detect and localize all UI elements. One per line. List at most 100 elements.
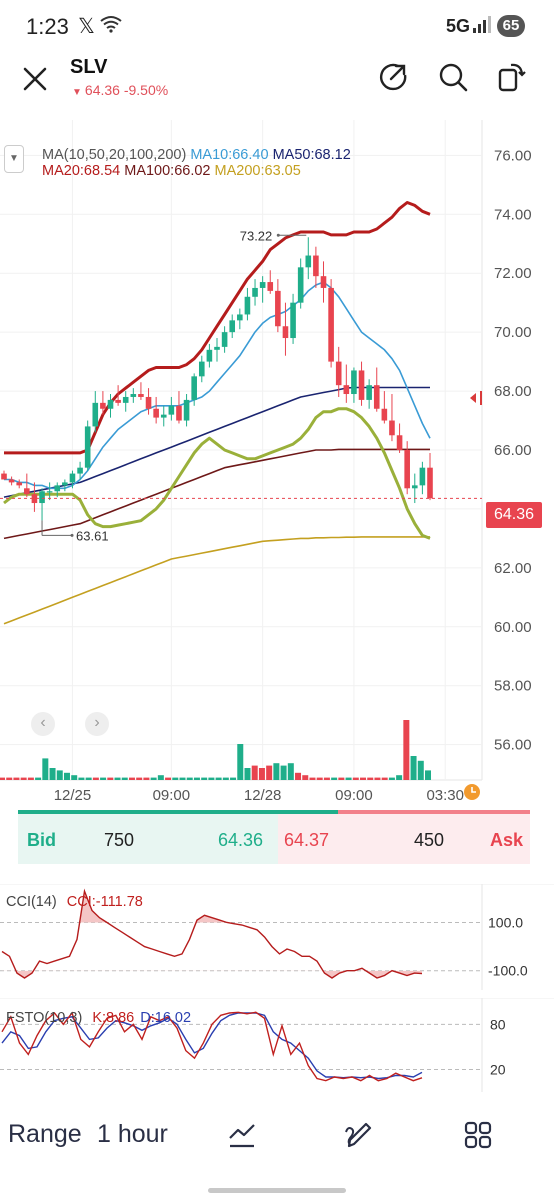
ma10-value: MA10:66.40 [190, 147, 269, 163]
candle-body [335, 361, 342, 386]
candle-body [297, 267, 304, 303]
candle-body [54, 485, 61, 492]
volume-bar [136, 777, 143, 780]
candle-body [183, 399, 190, 421]
fsto-tick-label: 80 [490, 1016, 506, 1032]
x-tick-label: 09:00 [153, 787, 191, 800]
cci-tick-label: -100.0 [488, 963, 528, 979]
candle-body [138, 394, 144, 397]
volume-bar [92, 777, 99, 780]
candle-body [259, 282, 266, 288]
y-tick-label: 74.00 [494, 206, 532, 223]
candle-body [168, 405, 175, 415]
candle-body [290, 302, 296, 339]
candle-body [77, 467, 83, 474]
cci-oversold-fill [2, 970, 422, 978]
candle-body [160, 414, 167, 418]
y-tick-label: 56.00 [494, 737, 532, 754]
rotate-icon[interactable] [494, 60, 528, 94]
candle-body [46, 491, 53, 493]
volume-bar [42, 758, 49, 780]
volume-bar [150, 777, 157, 780]
draw-icon[interactable] [342, 1120, 374, 1150]
candle-body [115, 399, 121, 403]
candle-body [419, 467, 426, 486]
candle-body [153, 408, 159, 418]
volume-bar [360, 777, 367, 780]
price-chart-svg[interactable]: 76.0074.0072.0070.0068.0066.0064.0062.00… [0, 120, 554, 800]
fsto-chart-svg[interactable]: 80 20 [0, 997, 554, 1092]
fsto-title: FSTO(10,3) [6, 1010, 83, 1026]
volume-bar [352, 777, 359, 780]
home-indicator[interactable] [208, 1188, 346, 1193]
ask-size: 450 [414, 830, 445, 850]
volume-bar [331, 777, 338, 780]
candle-body [145, 396, 152, 409]
fsto-panel[interactable]: 80 20 FSTO(10,3) K:8.86 D:16.02 [0, 997, 554, 1092]
volume-bar [345, 777, 352, 780]
volume-bar [417, 760, 424, 780]
candle-body [389, 420, 395, 436]
candle-body [221, 332, 228, 347]
volume-bar [215, 777, 222, 780]
volume-bar [273, 763, 280, 780]
volume-bar [388, 777, 395, 780]
y-tick-label: 68.00 [494, 383, 532, 400]
ticker-symbol: SLV [70, 56, 108, 78]
scroll-left-button[interactable]: ‹ [31, 712, 55, 736]
legend-toggle-button[interactable]: ▼ [4, 145, 24, 173]
candle-body [1, 473, 7, 480]
cci-chart-svg[interactable]: 100.0 -100.0 [0, 883, 554, 990]
candle-body [396, 435, 403, 450]
volume-bar [56, 770, 63, 780]
status-bar: 1:23 𝕏 5G 65 [0, 0, 554, 50]
y-tick-label: 72.00 [494, 265, 532, 282]
volume-bar [0, 777, 5, 780]
volume-bar [338, 777, 345, 780]
cci-panel[interactable]: 100.0 -100.0 CCI(14) CCI:-111.78 [0, 883, 554, 990]
candle-body [122, 396, 129, 403]
ma20-line [4, 201, 431, 455]
olive-line [3, 407, 431, 540]
ma100-line [3, 448, 430, 540]
candle-body [206, 349, 213, 362]
ask-panel[interactable] [278, 814, 530, 864]
status-time: 1:23 [26, 14, 69, 39]
volume-bar [295, 772, 302, 780]
volume-bar [114, 777, 121, 780]
ask-label: Ask [490, 830, 524, 850]
range-value[interactable]: 1 hour [97, 1120, 168, 1148]
search-icon[interactable] [436, 60, 470, 94]
close-icon[interactable] [18, 62, 52, 96]
candle-body [69, 473, 76, 483]
candle-body [252, 287, 258, 297]
volume-bar [251, 765, 258, 780]
candle-body [191, 376, 197, 400]
annotation-dot [70, 533, 74, 537]
signal-icon [472, 16, 492, 39]
share-icon[interactable] [376, 60, 410, 94]
indicator-icon[interactable] [226, 1120, 258, 1150]
network-type: 5G [446, 16, 471, 36]
volume-bar [287, 763, 294, 780]
candle-body [24, 488, 30, 495]
ask-price: 64.37 [284, 830, 330, 850]
ma-legend: MA(10,50,20,100,200) MA10:66.40 MA50:68.… [42, 147, 351, 179]
volume-bar [374, 777, 381, 780]
volume-bar [20, 777, 27, 780]
volume-bar [425, 770, 431, 780]
candle-body [282, 326, 289, 339]
price-chart[interactable]: 76.0074.0072.0070.0068.0066.0064.0062.00… [0, 120, 554, 800]
volume-bar [49, 768, 56, 780]
scroll-right-button[interactable]: › [85, 712, 109, 736]
candle-body [267, 282, 274, 291]
range-label[interactable]: Range [8, 1120, 82, 1148]
candle-body [351, 370, 357, 395]
candle-body [404, 450, 410, 489]
candle-body [229, 320, 236, 333]
grid-icon[interactable] [462, 1120, 494, 1150]
volume-bar [396, 775, 403, 780]
candle-body [320, 276, 327, 288]
volume-bar [193, 777, 200, 780]
bid-panel[interactable] [18, 814, 278, 864]
